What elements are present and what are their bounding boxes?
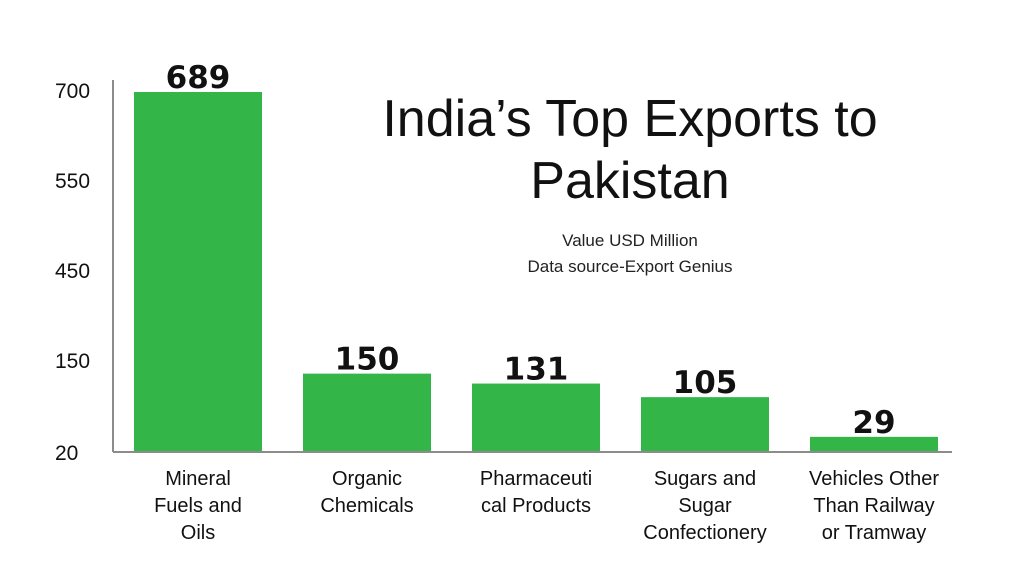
category-label-line: Sugar — [678, 495, 732, 517]
category-label-line: Than Railway — [813, 495, 934, 517]
y-tick-label: 700 — [55, 80, 90, 103]
y-tick-label: 20 — [55, 442, 78, 465]
category-label-line: Oils — [181, 522, 215, 544]
y-tick-label: 550 — [55, 170, 90, 193]
y-tick-label: 150 — [55, 350, 90, 373]
bar-data-label: 105 — [673, 365, 738, 401]
bar — [810, 436, 938, 452]
category-label-line: Pharmaceuti — [480, 468, 592, 490]
x-category-label: Pharmaceuti cal Products — [480, 468, 592, 517]
x-category-label: Mineral Fuels and Oils — [154, 468, 242, 544]
y-axis-ticks: 20 150 450 550 700 — [55, 80, 90, 465]
x-axis-category-labels: Mineral Fuels and Oils Organic Chemicals Phar… — [154, 468, 939, 544]
x-category-label: Vehicles Other Than Railway or Tramway — [809, 468, 939, 544]
category-label-line: or Tramway — [822, 522, 926, 544]
category-label-line: Vehicles Other — [809, 468, 939, 490]
bar-data-label: 689 — [166, 60, 231, 96]
subtitle-line-units: Value USD Million — [562, 231, 698, 250]
title-block: India’s Top Exports to Pakistan Value US… — [330, 88, 930, 280]
category-label-line: Confectionery — [643, 522, 766, 544]
category-label-line: cal Products — [481, 495, 591, 517]
data-labels-group: 689 150 131 105 29 — [166, 60, 896, 441]
category-label-line: Mineral — [165, 468, 231, 490]
bar-data-label: 150 — [335, 342, 400, 378]
chart-title: India’s Top Exports to Pakistan — [382, 90, 878, 210]
category-label-line: Sugars and — [654, 468, 756, 490]
bar — [472, 383, 600, 452]
bar — [303, 373, 431, 452]
y-tick-label: 450 — [55, 260, 90, 283]
bar-data-label: 131 — [504, 352, 569, 388]
subtitle-line-source: Data source-Export Genius — [527, 257, 733, 276]
category-label-line: Chemicals — [320, 495, 413, 517]
bar — [134, 92, 262, 452]
bar — [641, 397, 769, 452]
bar-data-label: 29 — [852, 405, 895, 441]
chart-subtitle: Value USD Million Data source-Export Gen… — [330, 228, 930, 280]
category-label-line: Organic — [332, 468, 402, 490]
x-category-label: Organic Chemicals — [320, 468, 413, 517]
category-label-line: Fuels and — [154, 495, 242, 517]
x-category-label: Sugars and Sugar Confectionery — [643, 468, 766, 544]
bars-group — [134, 92, 938, 452]
